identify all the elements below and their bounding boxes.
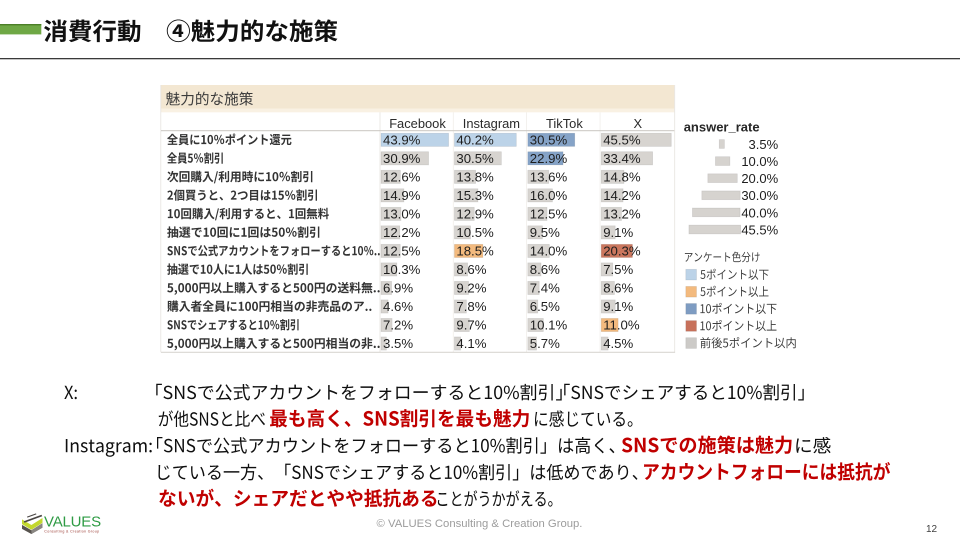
svg-text:10.5%: 10.5% xyxy=(456,225,494,240)
svg-text:5.7%: 5.7% xyxy=(530,336,560,351)
svg-text:9.2%: 9.2% xyxy=(456,281,486,296)
svg-text:4.6%: 4.6% xyxy=(383,299,413,314)
svg-text:9.7%: 9.7% xyxy=(456,318,486,333)
svg-text:43.9%: 43.9% xyxy=(383,132,421,147)
svg-text:9.1%: 9.1% xyxy=(603,299,633,314)
svg-text:14.2%: 14.2% xyxy=(603,188,641,203)
svg-text:3.5%: 3.5% xyxy=(749,137,779,152)
svg-text:12.5%: 12.5% xyxy=(530,206,568,221)
svg-text:8.6%: 8.6% xyxy=(456,262,486,277)
svg-text:9.1%: 9.1% xyxy=(603,225,633,240)
svg-text:45.5%: 45.5% xyxy=(603,132,641,147)
svg-text:6.5%: 6.5% xyxy=(530,299,560,314)
svg-text:45.5%: 45.5% xyxy=(741,222,778,237)
svg-text:22.9%: 22.9% xyxy=(530,151,568,166)
svg-text:6.9%: 6.9% xyxy=(383,281,413,296)
svg-text:10.3%: 10.3% xyxy=(383,262,421,277)
svg-text:7.5%: 7.5% xyxy=(603,262,633,277)
svg-text:12.5%: 12.5% xyxy=(383,244,421,259)
svg-text:20.3%: 20.3% xyxy=(603,244,641,259)
svg-text:30.9%: 30.9% xyxy=(383,151,421,166)
svg-text:20.0%: 20.0% xyxy=(741,171,778,186)
svg-text:Instagram: Instagram xyxy=(463,116,520,131)
svg-text:30.5%: 30.5% xyxy=(456,151,494,166)
svg-text:10.0%: 10.0% xyxy=(741,154,778,169)
svg-text:14.0%: 14.0% xyxy=(530,244,568,259)
svg-text:VALUES: VALUES xyxy=(44,513,101,530)
svg-text:30.5%: 30.5% xyxy=(530,132,568,147)
svg-text:10.1%: 10.1% xyxy=(530,318,568,333)
svg-text:15.3%: 15.3% xyxy=(456,188,494,203)
svg-text:12.6%: 12.6% xyxy=(383,169,421,184)
svg-text:16.0%: 16.0% xyxy=(530,188,568,203)
svg-text:13.6%: 13.6% xyxy=(530,169,568,184)
svg-text:7.8%: 7.8% xyxy=(456,299,486,314)
svg-text:answer_rate: answer_rate xyxy=(684,119,760,134)
svg-text:30.0%: 30.0% xyxy=(741,188,778,203)
svg-text:40.0%: 40.0% xyxy=(741,205,778,220)
svg-text:14.8%: 14.8% xyxy=(603,169,641,184)
svg-text:Consulting & Creation Group: Consulting & Creation Group xyxy=(44,529,99,533)
svg-text:13.8%: 13.8% xyxy=(456,169,494,184)
svg-text:18.5%: 18.5% xyxy=(456,244,494,259)
svg-text:13.0%: 13.0% xyxy=(383,206,421,221)
svg-text:13.2%: 13.2% xyxy=(603,206,641,221)
svg-text:8.6%: 8.6% xyxy=(603,281,633,296)
svg-text:11.0%: 11.0% xyxy=(603,318,640,333)
svg-text:X: X xyxy=(633,116,642,131)
svg-text:7.2%: 7.2% xyxy=(383,318,413,333)
svg-text:Facebook: Facebook xyxy=(389,116,446,131)
svg-text:40.2%: 40.2% xyxy=(456,132,494,147)
svg-text:14.9%: 14.9% xyxy=(383,188,421,203)
svg-text:© VALUES Consulting & Creation: © VALUES Consulting & Creation Group. xyxy=(377,518,583,530)
svg-text:12: 12 xyxy=(926,524,938,535)
svg-text:3.5%: 3.5% xyxy=(383,336,413,351)
svg-text:4.5%: 4.5% xyxy=(603,336,633,351)
svg-text:4.1%: 4.1% xyxy=(456,336,486,351)
svg-text:TikTok: TikTok xyxy=(546,116,583,131)
svg-text:7.4%: 7.4% xyxy=(530,281,560,296)
svg-text:33.4%: 33.4% xyxy=(603,151,641,166)
svg-text:12.2%: 12.2% xyxy=(383,225,421,240)
svg-text:8.6%: 8.6% xyxy=(530,262,560,277)
svg-text:12.9%: 12.9% xyxy=(456,206,494,221)
svg-text:9.5%: 9.5% xyxy=(530,225,560,240)
